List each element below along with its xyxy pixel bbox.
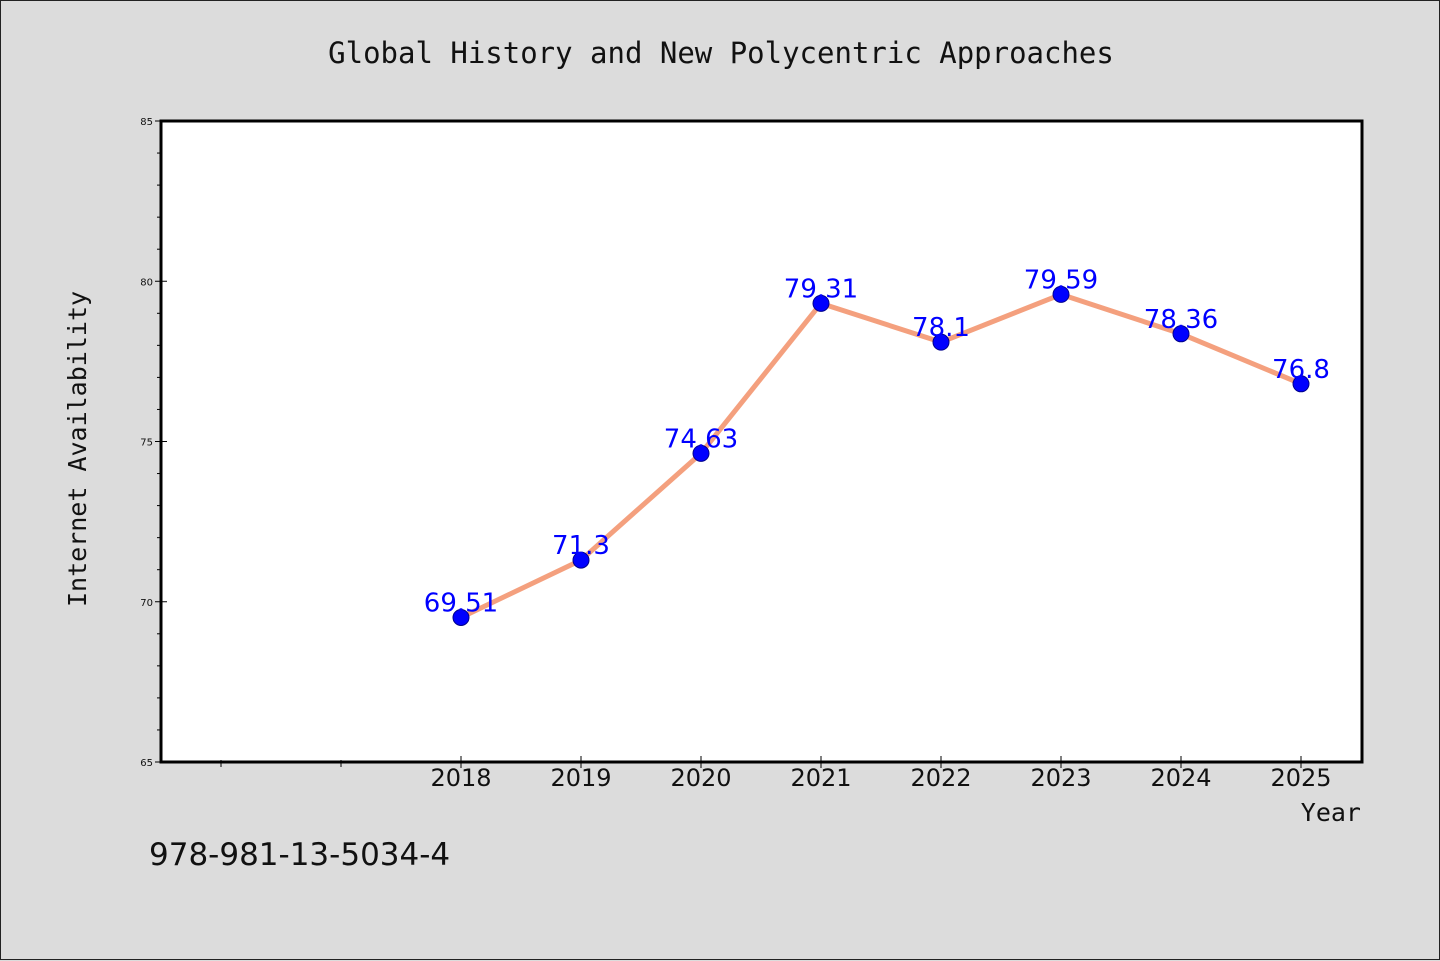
- data-label: 71.3: [552, 531, 610, 561]
- y-tick-label: 85: [140, 117, 153, 128]
- data-point: [692, 444, 710, 462]
- x-tick-label: 2018: [430, 764, 491, 792]
- data-point: [452, 608, 470, 626]
- x-tick-label: 2023: [1030, 764, 1091, 792]
- x-tick-label: 2024: [1150, 764, 1211, 792]
- y-tick-label: 75: [140, 438, 153, 449]
- data-label: 78.36: [1144, 305, 1218, 335]
- data-labels: 69.51 71.3 74.63 79.31 78.1 79.59 78.36 76.8: [424, 265, 1330, 618]
- y-axis-label: Internet Availability: [63, 291, 92, 607]
- data-label: 74.63: [664, 424, 738, 454]
- data-label: 69.51: [424, 588, 498, 618]
- x-axis-label: Year: [1301, 798, 1361, 827]
- data-point: [1292, 375, 1310, 393]
- data-point: [1172, 325, 1190, 343]
- series-line: [459, 291, 1302, 620]
- y-tick-label: 70: [140, 598, 153, 609]
- data-point: [812, 294, 830, 312]
- y-tick-label: 65: [140, 758, 153, 769]
- x-tick-label: 2020: [670, 764, 731, 792]
- y-tick-label: 80: [140, 277, 153, 288]
- data-point: [932, 333, 950, 351]
- x-tick-label: 2021: [790, 764, 851, 792]
- x-tick-label: 2019: [550, 764, 611, 792]
- data-label: 79.31: [784, 274, 858, 304]
- isbn-text: 978-981-13-5034-4: [149, 837, 450, 873]
- chart-title: Global History and New Polycentric Appro…: [328, 36, 1114, 70]
- plot-frame: [159, 119, 1364, 764]
- x-tick-label: 2025: [1270, 764, 1331, 792]
- data-point: [1052, 285, 1070, 303]
- data-label: 78.1: [912, 313, 970, 343]
- x-tick-label: 2022: [910, 764, 971, 792]
- data-label: 79.59: [1024, 265, 1098, 295]
- data-markers: [452, 285, 1310, 626]
- data-label: 76.8: [1272, 355, 1330, 385]
- plot-area: [161, 121, 1362, 762]
- data-point: [572, 551, 590, 569]
